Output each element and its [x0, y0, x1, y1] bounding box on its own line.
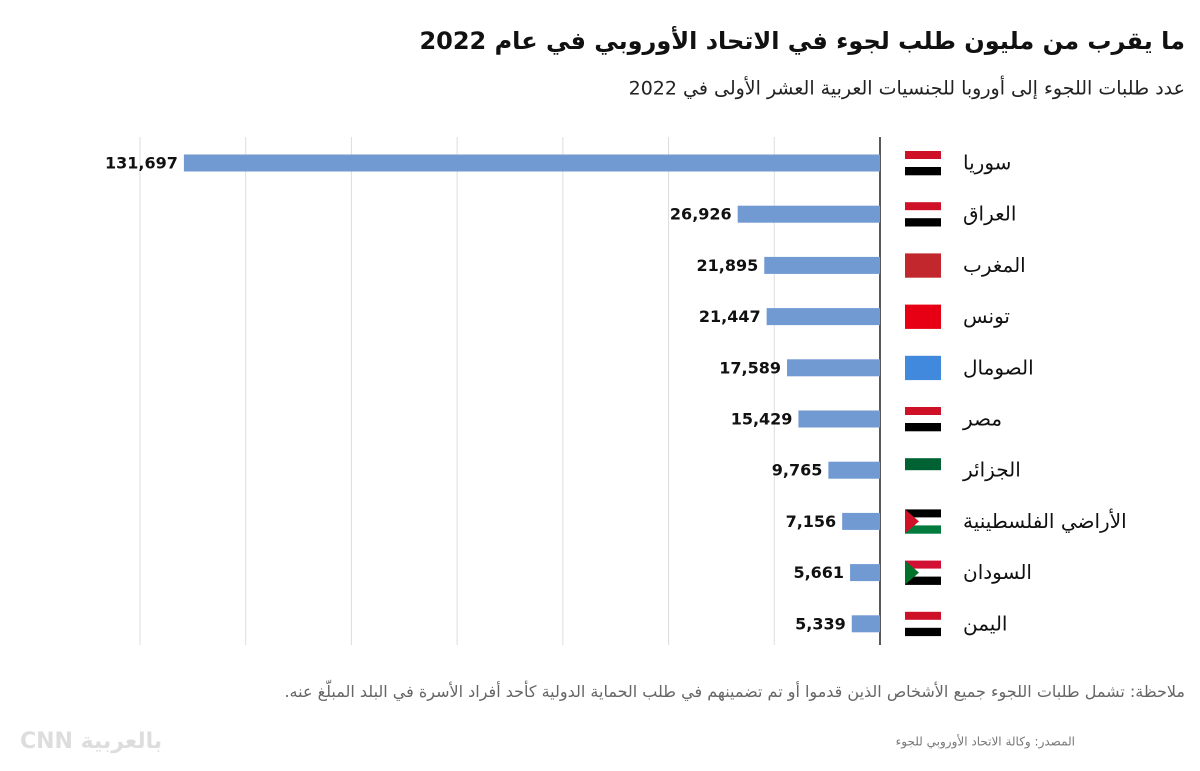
bar	[764, 256, 880, 274]
value-label: 21,447	[699, 307, 761, 326]
bar	[850, 564, 880, 582]
flag	[905, 423, 941, 432]
flag	[905, 619, 941, 629]
flag	[905, 509, 941, 518]
flag	[905, 167, 941, 176]
bar	[842, 512, 880, 530]
value-label: 26,926	[670, 205, 732, 224]
category-label: الصومال	[963, 355, 1034, 379]
flag	[905, 253, 941, 278]
value-label: 5,661	[793, 563, 844, 582]
category-label: تونس	[963, 304, 1010, 328]
flag	[905, 407, 941, 416]
flag	[905, 415, 941, 424]
flag	[905, 304, 941, 329]
value-label: 17,589	[719, 358, 781, 377]
flag	[905, 560, 941, 569]
flag	[905, 568, 941, 577]
category-label: اليمن	[963, 611, 1007, 635]
chart-subtitle: عدد طلبات اللجوء إلى أوروبا للجنسيات الع…	[629, 76, 1185, 101]
source: المصدر: وكالة الاتحاد الأوروبي للجوء	[896, 734, 1075, 750]
bar	[766, 308, 880, 326]
note: ملاحظة: تشمل طلبات اللجوء جميع الأشخاص ا…	[284, 682, 1185, 701]
bar	[737, 205, 880, 223]
category-label: الجزائر	[962, 458, 1021, 482]
flag	[905, 576, 941, 585]
value-label: 131,697	[105, 154, 178, 173]
value-label: 9,765	[772, 461, 823, 480]
value-label: 21,895	[697, 256, 759, 275]
logo: CNN بالعربية	[20, 729, 162, 754]
flag	[905, 560, 919, 585]
flag	[905, 525, 941, 534]
value-label: 7,156	[786, 512, 837, 531]
value-label: 15,429	[731, 410, 793, 429]
flag	[905, 517, 941, 526]
category-label: المغرب	[963, 253, 1026, 277]
chart-title: ما يقرب من مليون طلب لجوء في الاتحاد الأ…	[419, 26, 1185, 55]
category-label: العراق	[963, 202, 1016, 226]
flag	[905, 509, 919, 534]
flag	[905, 611, 941, 621]
bar	[851, 615, 880, 633]
flag	[905, 159, 941, 168]
flag	[905, 355, 941, 381]
category-label: سوريا	[963, 151, 1011, 175]
flag	[905, 218, 941, 227]
bar	[183, 154, 881, 172]
bar	[798, 410, 880, 428]
flag	[905, 470, 941, 483]
category-label: مصر	[962, 407, 1002, 431]
flag	[905, 151, 941, 160]
category-label: السودان	[963, 560, 1032, 584]
flag	[905, 627, 941, 637]
flag	[905, 458, 941, 471]
flag	[905, 202, 941, 211]
bar	[828, 461, 880, 479]
category-label: الأراضي الفلسطينية	[963, 509, 1127, 534]
flag	[905, 210, 941, 219]
value-label: 5,339	[795, 614, 846, 633]
bar	[787, 359, 880, 377]
